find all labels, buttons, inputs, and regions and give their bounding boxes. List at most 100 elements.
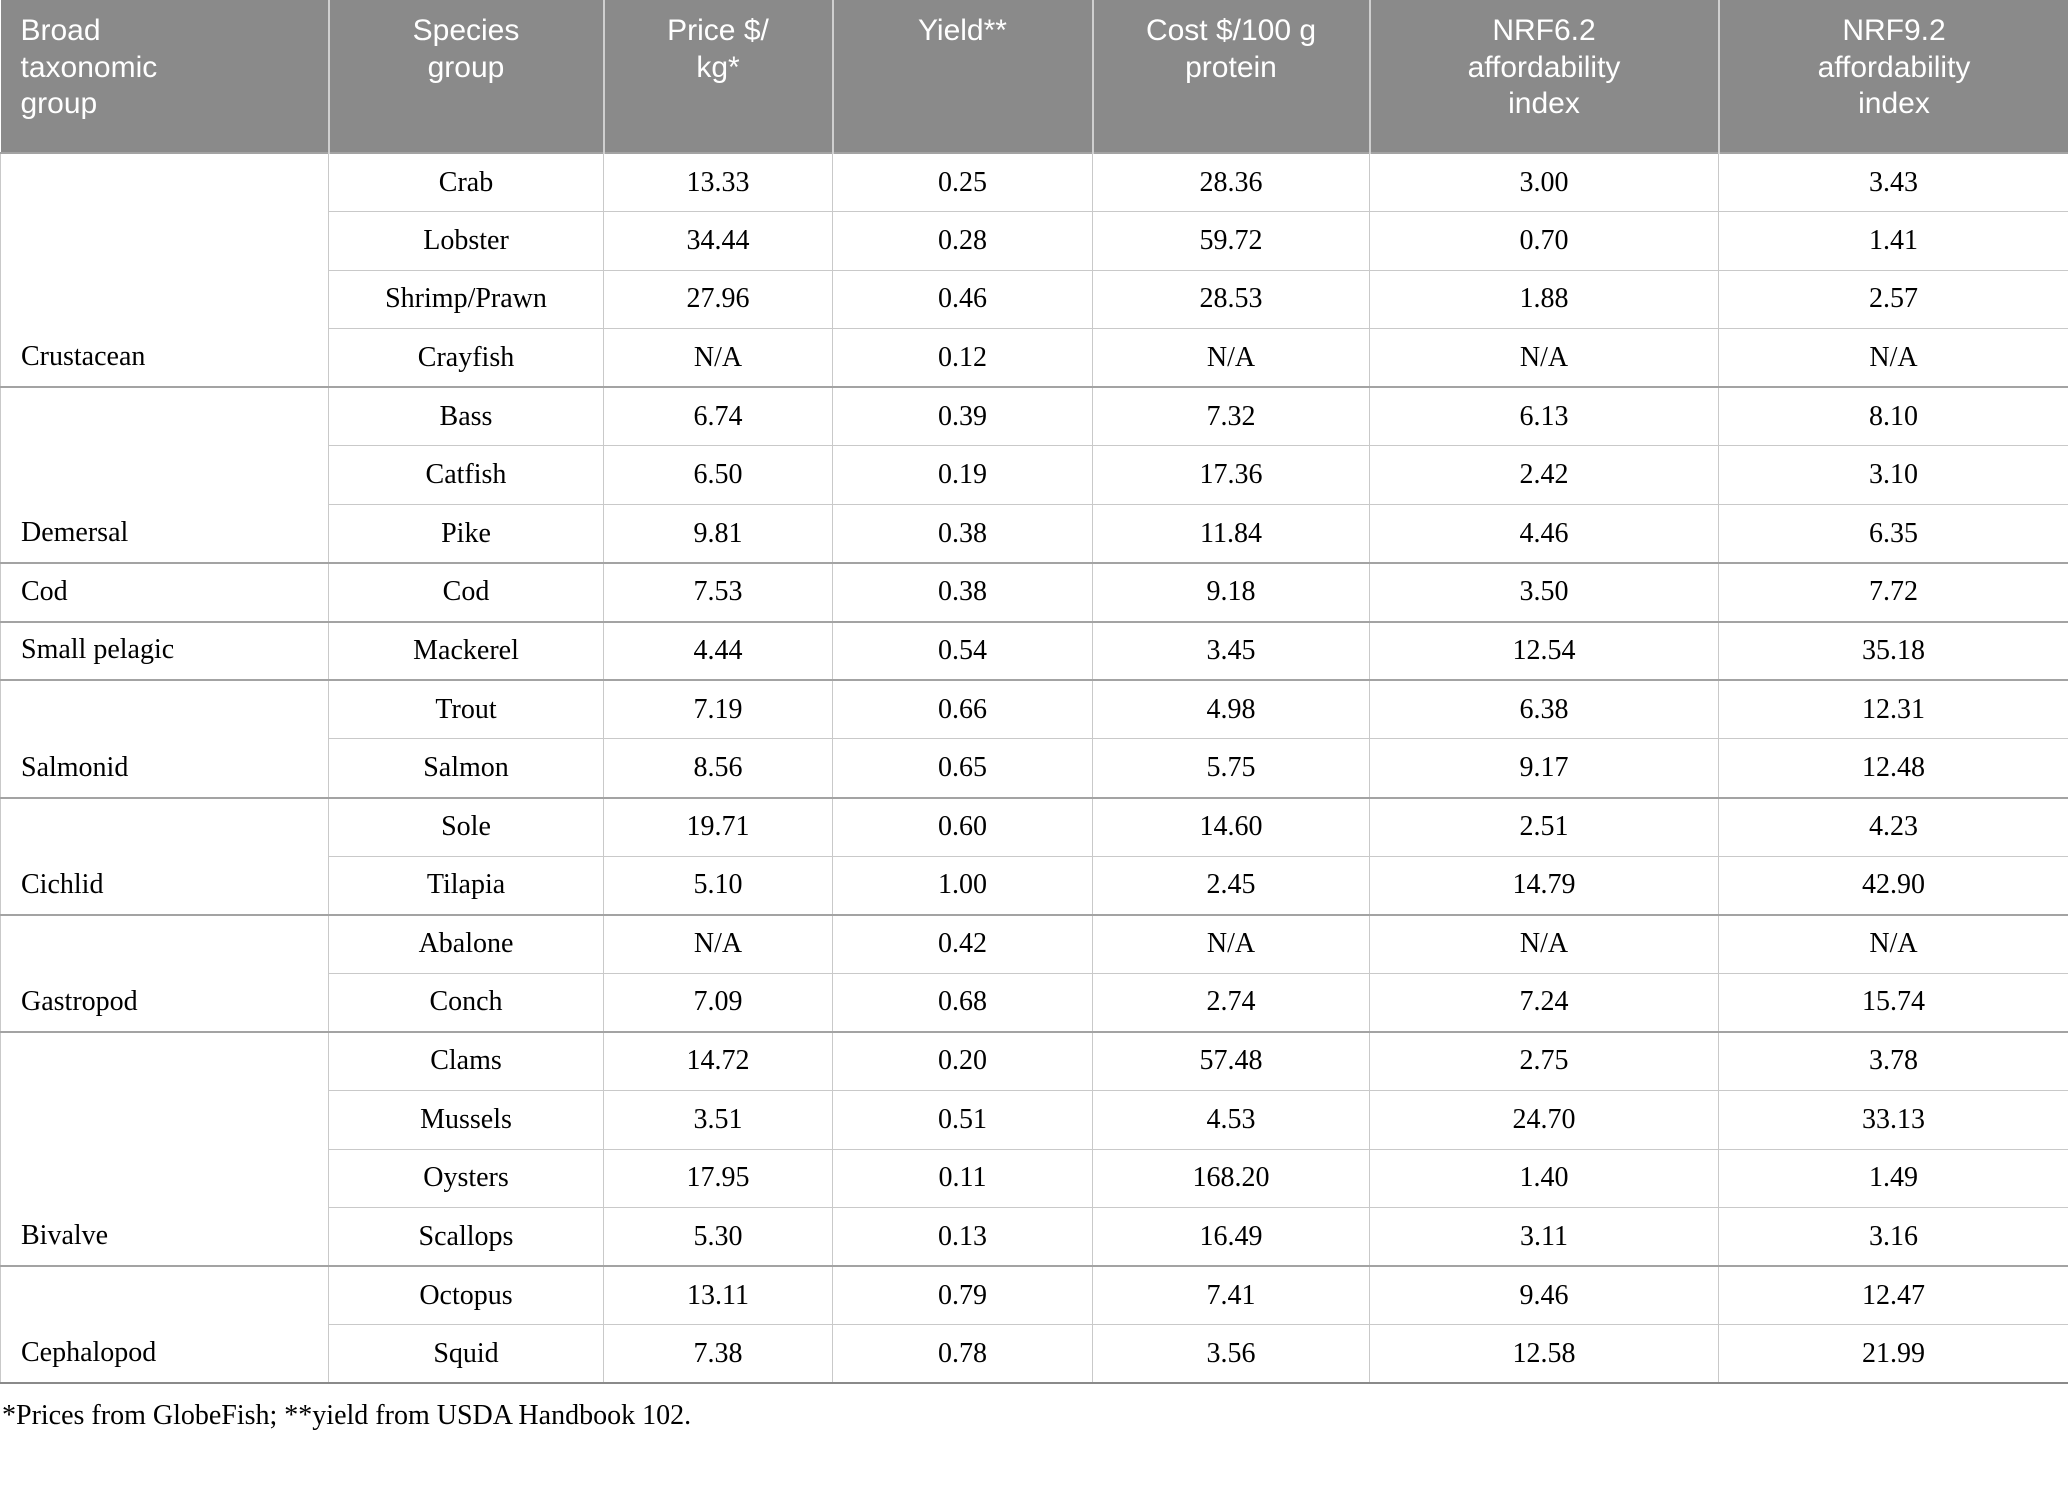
table-row: Demersal Bass 6.74 0.39 7.32 6.13 8.10 bbox=[0, 386, 2068, 564]
yield-cell: 0.78 bbox=[832, 1324, 1093, 1384]
taxonomic-group-cell: Demersal bbox=[0, 386, 329, 564]
nrf62-index-cell: 2.75 bbox=[1369, 1030, 1719, 1091]
col-header-nrf92-index: NRF9.2 affordability index bbox=[1717, 0, 2068, 153]
cost-per-protein-cell: N/A bbox=[1092, 913, 1370, 974]
nrf92-index-cell: 3.16 bbox=[1718, 1207, 2068, 1267]
nrf62-index-cell: 12.58 bbox=[1369, 1324, 1719, 1384]
price-cell: 7.19 bbox=[603, 679, 833, 740]
cost-per-protein-cell: 3.45 bbox=[1092, 620, 1370, 681]
yield-cell: 0.46 bbox=[832, 269, 1093, 330]
yield-cell: 0.12 bbox=[832, 328, 1093, 388]
table-row: Squid 7.38 0.78 3.56 12.58 21.99 bbox=[1, 1324, 2068, 1384]
nrf62-index-cell: 1.88 bbox=[1369, 269, 1719, 330]
yield-cell: 0.65 bbox=[832, 738, 1093, 799]
species-cell: Conch bbox=[328, 972, 604, 1033]
table-row: Shrimp/Prawn 27.96 0.46 28.53 1.88 2.57 bbox=[1, 269, 2068, 330]
col-header-species-group: Species group bbox=[327, 0, 604, 153]
cost-per-protein-cell: 11.84 bbox=[1092, 504, 1370, 564]
yield-cell: 0.42 bbox=[832, 913, 1093, 974]
cost-per-protein-cell: 2.45 bbox=[1092, 855, 1370, 916]
price-cell: 5.30 bbox=[603, 1207, 833, 1267]
cost-per-protein-cell: 3.56 bbox=[1092, 1324, 1370, 1384]
nrf62-index-cell: 7.24 bbox=[1369, 972, 1719, 1033]
nrf92-index-cell: 3.43 bbox=[1718, 152, 2068, 213]
nrf92-index-cell: 1.49 bbox=[1718, 1148, 2068, 1209]
table-row: Scallops 5.30 0.13 16.49 3.11 3.16 bbox=[1, 1207, 2068, 1267]
price-cell: 7.09 bbox=[603, 972, 833, 1033]
species-cell: Clams bbox=[328, 1030, 604, 1091]
price-cell: 7.53 bbox=[603, 562, 833, 623]
price-cell: 8.56 bbox=[603, 738, 833, 799]
nrf92-index-cell: 8.10 bbox=[1718, 386, 2068, 447]
species-cell: Bass bbox=[328, 386, 604, 447]
price-cell: 9.81 bbox=[603, 504, 833, 564]
species-cell: Abalone bbox=[328, 913, 604, 974]
table-row: Cephalopod Octopus 13.11 0.79 7.41 9.46 12.47 bbox=[0, 1265, 2068, 1384]
nrf62-index-cell: 9.46 bbox=[1369, 1265, 1719, 1326]
nrf62-index-cell: 24.70 bbox=[1369, 1090, 1719, 1150]
price-cell: 17.95 bbox=[603, 1148, 833, 1209]
cost-per-protein-cell: 9.18 bbox=[1092, 562, 1370, 623]
yield-cell: 0.51 bbox=[832, 1090, 1093, 1150]
price-cell: 19.71 bbox=[603, 796, 833, 857]
cost-per-protein-cell: 7.32 bbox=[1092, 386, 1370, 447]
nrf92-index-cell: 15.74 bbox=[1718, 972, 2068, 1033]
species-cell: Oysters bbox=[328, 1148, 604, 1209]
nrf62-index-cell: 6.13 bbox=[1369, 386, 1719, 447]
nrf92-index-cell: 1.41 bbox=[1718, 211, 2068, 271]
cost-per-protein-cell: 16.49 bbox=[1092, 1207, 1370, 1267]
nrf62-index-cell: 4.46 bbox=[1369, 504, 1719, 564]
cost-per-protein-cell: N/A bbox=[1092, 328, 1370, 388]
yield-cell: 0.11 bbox=[832, 1148, 1093, 1209]
cost-per-protein-cell: 7.41 bbox=[1092, 1265, 1370, 1326]
price-cell: 4.44 bbox=[603, 620, 833, 681]
nrf92-index-cell: 42.90 bbox=[1718, 855, 2068, 916]
table-row: Bivalve Clams 14.72 0.20 57.48 2.75 3.78 bbox=[0, 1030, 2068, 1267]
species-cell: Crab bbox=[328, 152, 604, 213]
col-header-price: Price $/ kg* bbox=[602, 0, 833, 153]
taxonomic-group-cell: Cephalopod bbox=[0, 1265, 329, 1384]
col-header-nrf62-index: NRF6.2 affordability index bbox=[1368, 0, 1719, 153]
col-header-broad-taxonomic-group: Broad taxonomic group bbox=[0, 0, 329, 153]
table-body: Crustacean Crab 13.33 0.25 28.36 3.00 3.43 Lobs… bbox=[0, 151, 2068, 1384]
nrf92-index-cell: 21.99 bbox=[1718, 1324, 2068, 1384]
table-row: Oysters 17.95 0.11 168.20 1.40 1.49 bbox=[1, 1148, 2068, 1209]
col-header-cost-protein: Cost $/100 g protein bbox=[1091, 0, 1370, 153]
price-cell: 14.72 bbox=[603, 1030, 833, 1091]
cost-per-protein-cell: 168.20 bbox=[1092, 1148, 1370, 1209]
nrf62-index-cell: 9.17 bbox=[1369, 738, 1719, 799]
table-row: Pike 9.81 0.38 11.84 4.46 6.35 bbox=[1, 504, 2068, 564]
nrf92-index-cell: N/A bbox=[1718, 913, 2068, 974]
nrf92-index-cell: N/A bbox=[1718, 328, 2068, 388]
yield-cell: 0.19 bbox=[832, 445, 1093, 506]
table-row: Lobster 34.44 0.28 59.72 0.70 1.41 bbox=[1, 211, 2068, 271]
nrf62-index-cell: N/A bbox=[1369, 328, 1719, 388]
species-cell: Catfish bbox=[328, 445, 604, 506]
table-row: Gastropod Abalone N/A 0.42 N/A N/A N/A bbox=[0, 913, 2068, 1033]
cost-per-protein-cell: 17.36 bbox=[1092, 445, 1370, 506]
species-cell: Salmon bbox=[328, 738, 604, 799]
species-cell: Trout bbox=[328, 679, 604, 740]
table-row: Cichlid Sole 19.71 0.60 14.60 2.51 4.23 bbox=[0, 796, 2068, 916]
nrf92-index-cell: 6.35 bbox=[1718, 504, 2068, 564]
price-cell: 13.11 bbox=[603, 1265, 833, 1326]
nrf92-index-cell: 12.47 bbox=[1718, 1265, 2068, 1326]
species-cell: Tilapia bbox=[328, 855, 604, 916]
yield-cell: 0.54 bbox=[832, 620, 1093, 681]
price-cell: 34.44 bbox=[603, 211, 833, 271]
table-row: Mussels 3.51 0.51 4.53 24.70 33.13 bbox=[1, 1090, 2068, 1150]
nrf92-index-cell: 35.18 bbox=[1718, 620, 2068, 681]
cost-per-protein-cell: 4.53 bbox=[1092, 1090, 1370, 1150]
species-cell: Cod bbox=[328, 562, 604, 623]
price-cell: 5.10 bbox=[603, 855, 833, 916]
nrf92-index-cell: 3.78 bbox=[1718, 1030, 2068, 1091]
taxonomic-group-cell: Salmonid bbox=[0, 679, 329, 799]
nrf62-index-cell: N/A bbox=[1369, 913, 1719, 974]
nrf92-index-cell: 33.13 bbox=[1718, 1090, 2068, 1150]
nrf92-index-cell: 12.48 bbox=[1718, 738, 2068, 799]
nrf62-index-cell: 3.00 bbox=[1369, 152, 1719, 213]
taxonomic-group-cell: Small pelagic bbox=[0, 620, 329, 681]
species-affordability-table: Broad taxonomic group Species group Pric… bbox=[0, 0, 2068, 1385]
yield-cell: 0.39 bbox=[832, 386, 1093, 447]
nrf92-index-cell: 7.72 bbox=[1718, 562, 2068, 623]
